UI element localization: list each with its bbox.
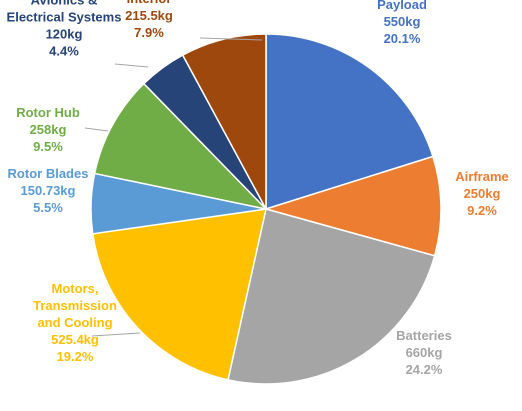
pie-slice-interior [181,33,267,210]
data-label-avionics-electrical-systems: Avionics & Electrical Systems 120kg 4.4% [7,0,122,59]
slice-labels: Payload 550kg 20.1% Airframe 250kg 9.2% Batter… [7,0,509,377]
pie-slice-motors-transmission-and-cooling [91,208,267,381]
label-value: 258kg [30,122,67,137]
data-label-rotor-hub: Rotor Hub 258kg 9.5% [16,105,80,154]
label-name-line: and Cooling [37,315,112,330]
label-percent: 4.4% [49,44,79,59]
label-value: 525.4kg [51,332,99,347]
label-percent: 9.2% [467,203,497,218]
leader-lines [84,37,263,337]
label-value: 550kg [384,14,421,29]
pie-slice-airframe [263,155,442,257]
leader-line-avionics-electrical-systems [114,63,149,68]
pie-slice-rotor-hub [93,82,269,211]
label-name-line: Interior [127,0,172,6]
label-name-line: Transmission [33,298,117,313]
data-label-rotor-blades: Rotor Blades 150.73kg 5.5% [8,166,89,215]
label-percent: 5.5% [33,200,63,215]
data-label-batteries: Batteries 660kg 24.2% [396,328,452,377]
label-value: 660kg [406,345,443,360]
label-percent: 9.5% [33,139,63,154]
label-name-line: Payload [377,0,427,12]
label-value: 120kg [46,27,83,42]
label-value: 150.73kg [21,183,76,198]
label-value: 215.5kg [125,8,173,23]
label-name-line: Rotor Blades [8,166,89,181]
leader-line-interior [199,37,263,41]
label-value: 250kg [464,186,501,201]
label-percent: 20.1% [384,31,421,46]
label-percent: 19.2% [57,349,94,364]
leader-line-rotor-hub [84,127,109,132]
pie-slices [90,33,442,385]
data-label-interior: Interior 215.5kg 7.9% [125,0,173,40]
label-name-line: Airframe [455,169,508,184]
data-label-airframe: Airframe 250kg 9.2% [455,169,508,218]
label-name-line: Motors, [52,281,99,296]
label-name-line: Rotor Hub [16,105,80,120]
leader-line-motors-transmission-and-cooling [91,332,141,337]
label-name-line: Avionics & [31,0,98,8]
pie-slice-payload [265,33,434,211]
pie-slice-batteries [227,208,436,385]
label-name-line: Electrical Systems [7,10,122,25]
label-percent: 24.2% [406,362,443,377]
data-label-payload: Payload 550kg 20.1% [377,0,427,46]
data-label-motors-transmission-and-cooling: Motors, Transmission and Cooling 525.4kg 19.… [33,281,117,364]
label-name-line: Batteries [396,328,452,343]
label-percent: 7.9% [134,25,164,40]
